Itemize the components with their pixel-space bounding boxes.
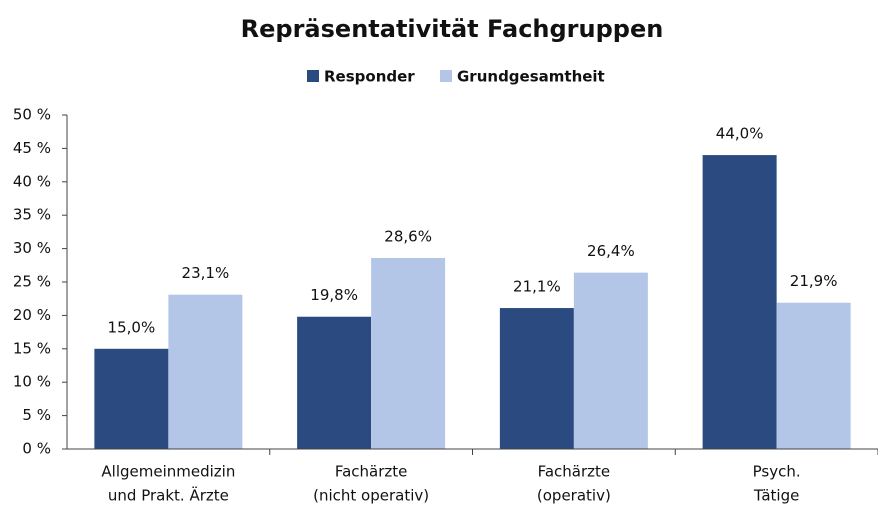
x-tick-label: Psych.	[753, 463, 801, 481]
y-tick-label: 20 %	[13, 306, 51, 324]
y-tick-label: 15 %	[13, 339, 51, 357]
chart-title: Repräsentativität Fachgruppen	[241, 15, 664, 43]
bar	[168, 294, 243, 449]
bar	[499, 308, 574, 449]
x-tick-label: Fachärzte	[335, 463, 408, 481]
bar	[94, 348, 169, 449]
bar	[297, 316, 372, 449]
data-label: 23,1%	[182, 264, 230, 282]
y-tick-label: 25 %	[13, 273, 51, 291]
data-label: 26,4%	[587, 242, 635, 260]
x-tick-label: Fachärzte	[538, 463, 611, 481]
bar	[371, 257, 446, 449]
legend-label: Responder	[324, 68, 415, 86]
x-tick-label: und Prakt. Ärzte	[108, 486, 229, 505]
bar	[702, 155, 777, 449]
y-tick-label: 30 %	[13, 239, 51, 257]
legend-swatch	[307, 70, 319, 82]
x-tick-label: Allgemeinmedizin	[101, 463, 235, 481]
x-tick-label: (nicht operativ)	[313, 487, 429, 505]
data-label: 15,0%	[108, 318, 156, 336]
data-label: 21,9%	[790, 272, 838, 290]
bar	[776, 302, 851, 449]
legend-swatch	[440, 70, 452, 82]
data-label: 28,6%	[384, 227, 432, 245]
y-tick-label: 5 %	[22, 406, 51, 424]
data-label: 19,8%	[310, 286, 358, 304]
y-tick-label: 35 %	[13, 206, 51, 224]
y-tick-label: 10 %	[13, 373, 51, 391]
x-tick-label: Tätige	[753, 487, 799, 505]
data-label: 21,1%	[513, 278, 561, 296]
legend-label: Grundgesamtheit	[457, 68, 605, 86]
x-tick-label: (operativ)	[537, 487, 611, 505]
y-tick-label: 50 %	[13, 106, 51, 124]
y-tick-label: 40 %	[13, 172, 51, 190]
y-tick-label: 0 %	[22, 440, 51, 458]
bar	[573, 272, 648, 449]
y-tick-label: 45 %	[13, 139, 51, 157]
data-label: 44,0%	[716, 125, 764, 143]
